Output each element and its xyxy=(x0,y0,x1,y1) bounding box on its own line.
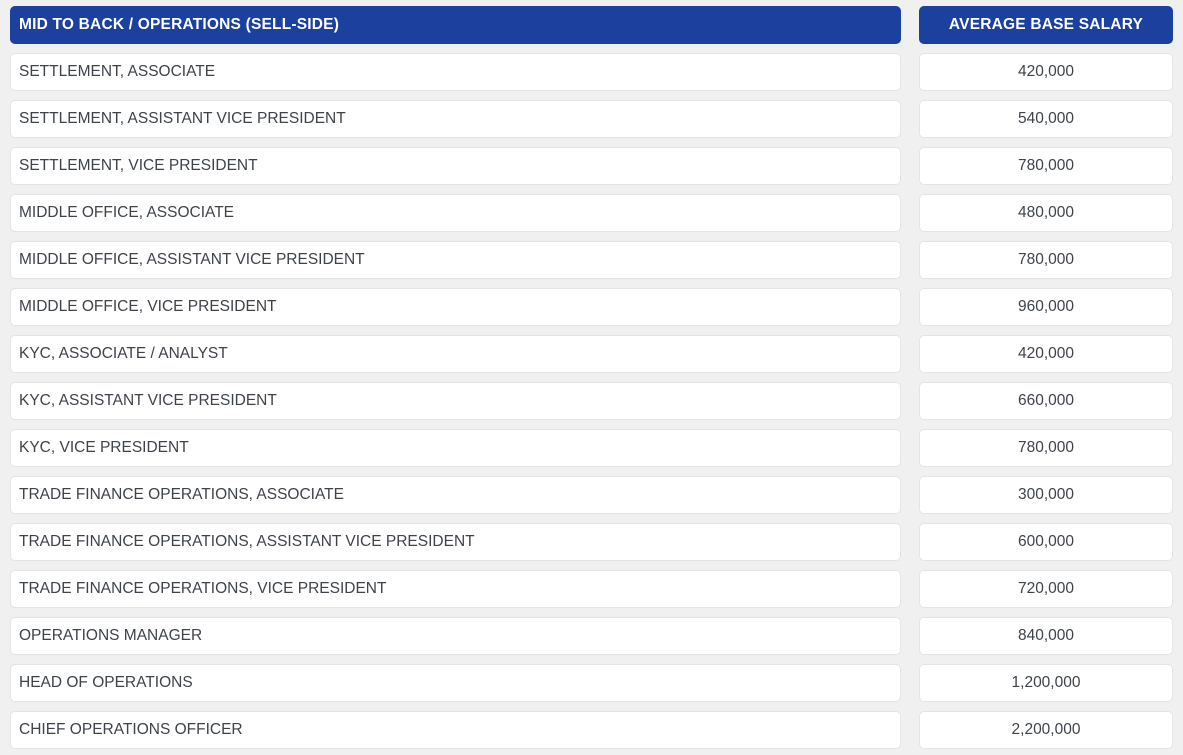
role-cell: CHIEF OPERATIONS OFFICER xyxy=(10,711,901,749)
role-cell: OPERATIONS MANAGER xyxy=(10,617,901,655)
role-cell: KYC, VICE PRESIDENT xyxy=(10,429,901,467)
salary-cell: 780,000 xyxy=(919,241,1173,279)
column-header-role: MID TO BACK / OPERATIONS (SELL-SIDE) xyxy=(10,6,901,44)
salary-cell: 600,000 xyxy=(919,523,1173,561)
role-cell: SETTLEMENT, ASSISTANT VICE PRESIDENT xyxy=(10,100,901,138)
salary-cell: 660,000 xyxy=(919,382,1173,420)
salary-cell: 540,000 xyxy=(919,100,1173,138)
salary-cell: 960,000 xyxy=(919,288,1173,326)
salary-cell: 840,000 xyxy=(919,617,1173,655)
salary-column: AVERAGE BASE SALARY 420,000 540,000 780,00… xyxy=(919,6,1173,749)
salary-cell: 2,200,000 xyxy=(919,711,1173,749)
role-cell: MIDDLE OFFICE, VICE PRESIDENT xyxy=(10,288,901,326)
salary-cell: 780,000 xyxy=(919,147,1173,185)
salary-cell: 300,000 xyxy=(919,476,1173,514)
role-cell: KYC, ASSOCIATE / ANALYST xyxy=(10,335,901,373)
role-cell: MIDDLE OFFICE, ASSISTANT VICE PRESIDENT xyxy=(10,241,901,279)
role-cell: SETTLEMENT, ASSOCIATE xyxy=(10,53,901,91)
salary-cell: 420,000 xyxy=(919,53,1173,91)
role-column: MID TO BACK / OPERATIONS (SELL-SIDE) SET… xyxy=(10,6,901,749)
role-cell: MIDDLE OFFICE, ASSOCIATE xyxy=(10,194,901,232)
role-cell: TRADE FINANCE OPERATIONS, ASSISTANT VICE… xyxy=(10,523,901,561)
column-header-salary: AVERAGE BASE SALARY xyxy=(919,6,1173,44)
salary-cell: 780,000 xyxy=(919,429,1173,467)
salary-cell: 480,000 xyxy=(919,194,1173,232)
salary-cell: 420,000 xyxy=(919,335,1173,373)
role-cell: TRADE FINANCE OPERATIONS, VICE PRESIDENT xyxy=(10,570,901,608)
role-cell: TRADE FINANCE OPERATIONS, ASSOCIATE xyxy=(10,476,901,514)
role-cell: KYC, ASSISTANT VICE PRESIDENT xyxy=(10,382,901,420)
role-cell: SETTLEMENT, VICE PRESIDENT xyxy=(10,147,901,185)
role-cell: HEAD OF OPERATIONS xyxy=(10,664,901,702)
salary-cell: 1,200,000 xyxy=(919,664,1173,702)
salary-cell: 720,000 xyxy=(919,570,1173,608)
